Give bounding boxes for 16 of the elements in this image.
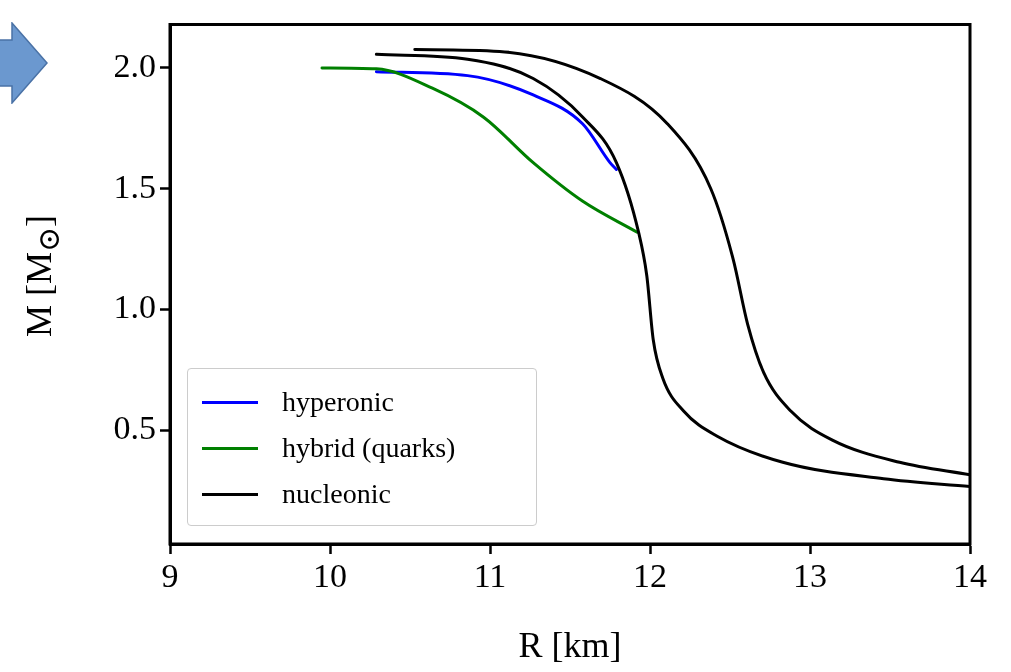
x-tick-label: 13 xyxy=(793,557,827,595)
line-series xyxy=(374,70,618,171)
legend-label: nucleonic xyxy=(282,478,391,510)
x-tick-label: 10 xyxy=(313,557,347,595)
legend-label: hyperonic xyxy=(282,386,394,418)
x-axis-title: R [km] xyxy=(518,624,622,666)
y-tick-label: 2.0 xyxy=(113,46,156,84)
y-tick-label: 1.5 xyxy=(113,167,156,205)
y-tick-label: 1.0 xyxy=(113,288,156,326)
x-tick-label: 12 xyxy=(633,557,667,595)
legend-label: hybrid (quarks) xyxy=(282,432,456,464)
x-tick-label: 14 xyxy=(953,557,987,595)
y-tick-label: 0.5 xyxy=(113,409,156,447)
x-tick-label: 9 xyxy=(161,557,179,595)
line-series xyxy=(320,66,639,234)
x-tick-label: 11 xyxy=(473,557,507,595)
